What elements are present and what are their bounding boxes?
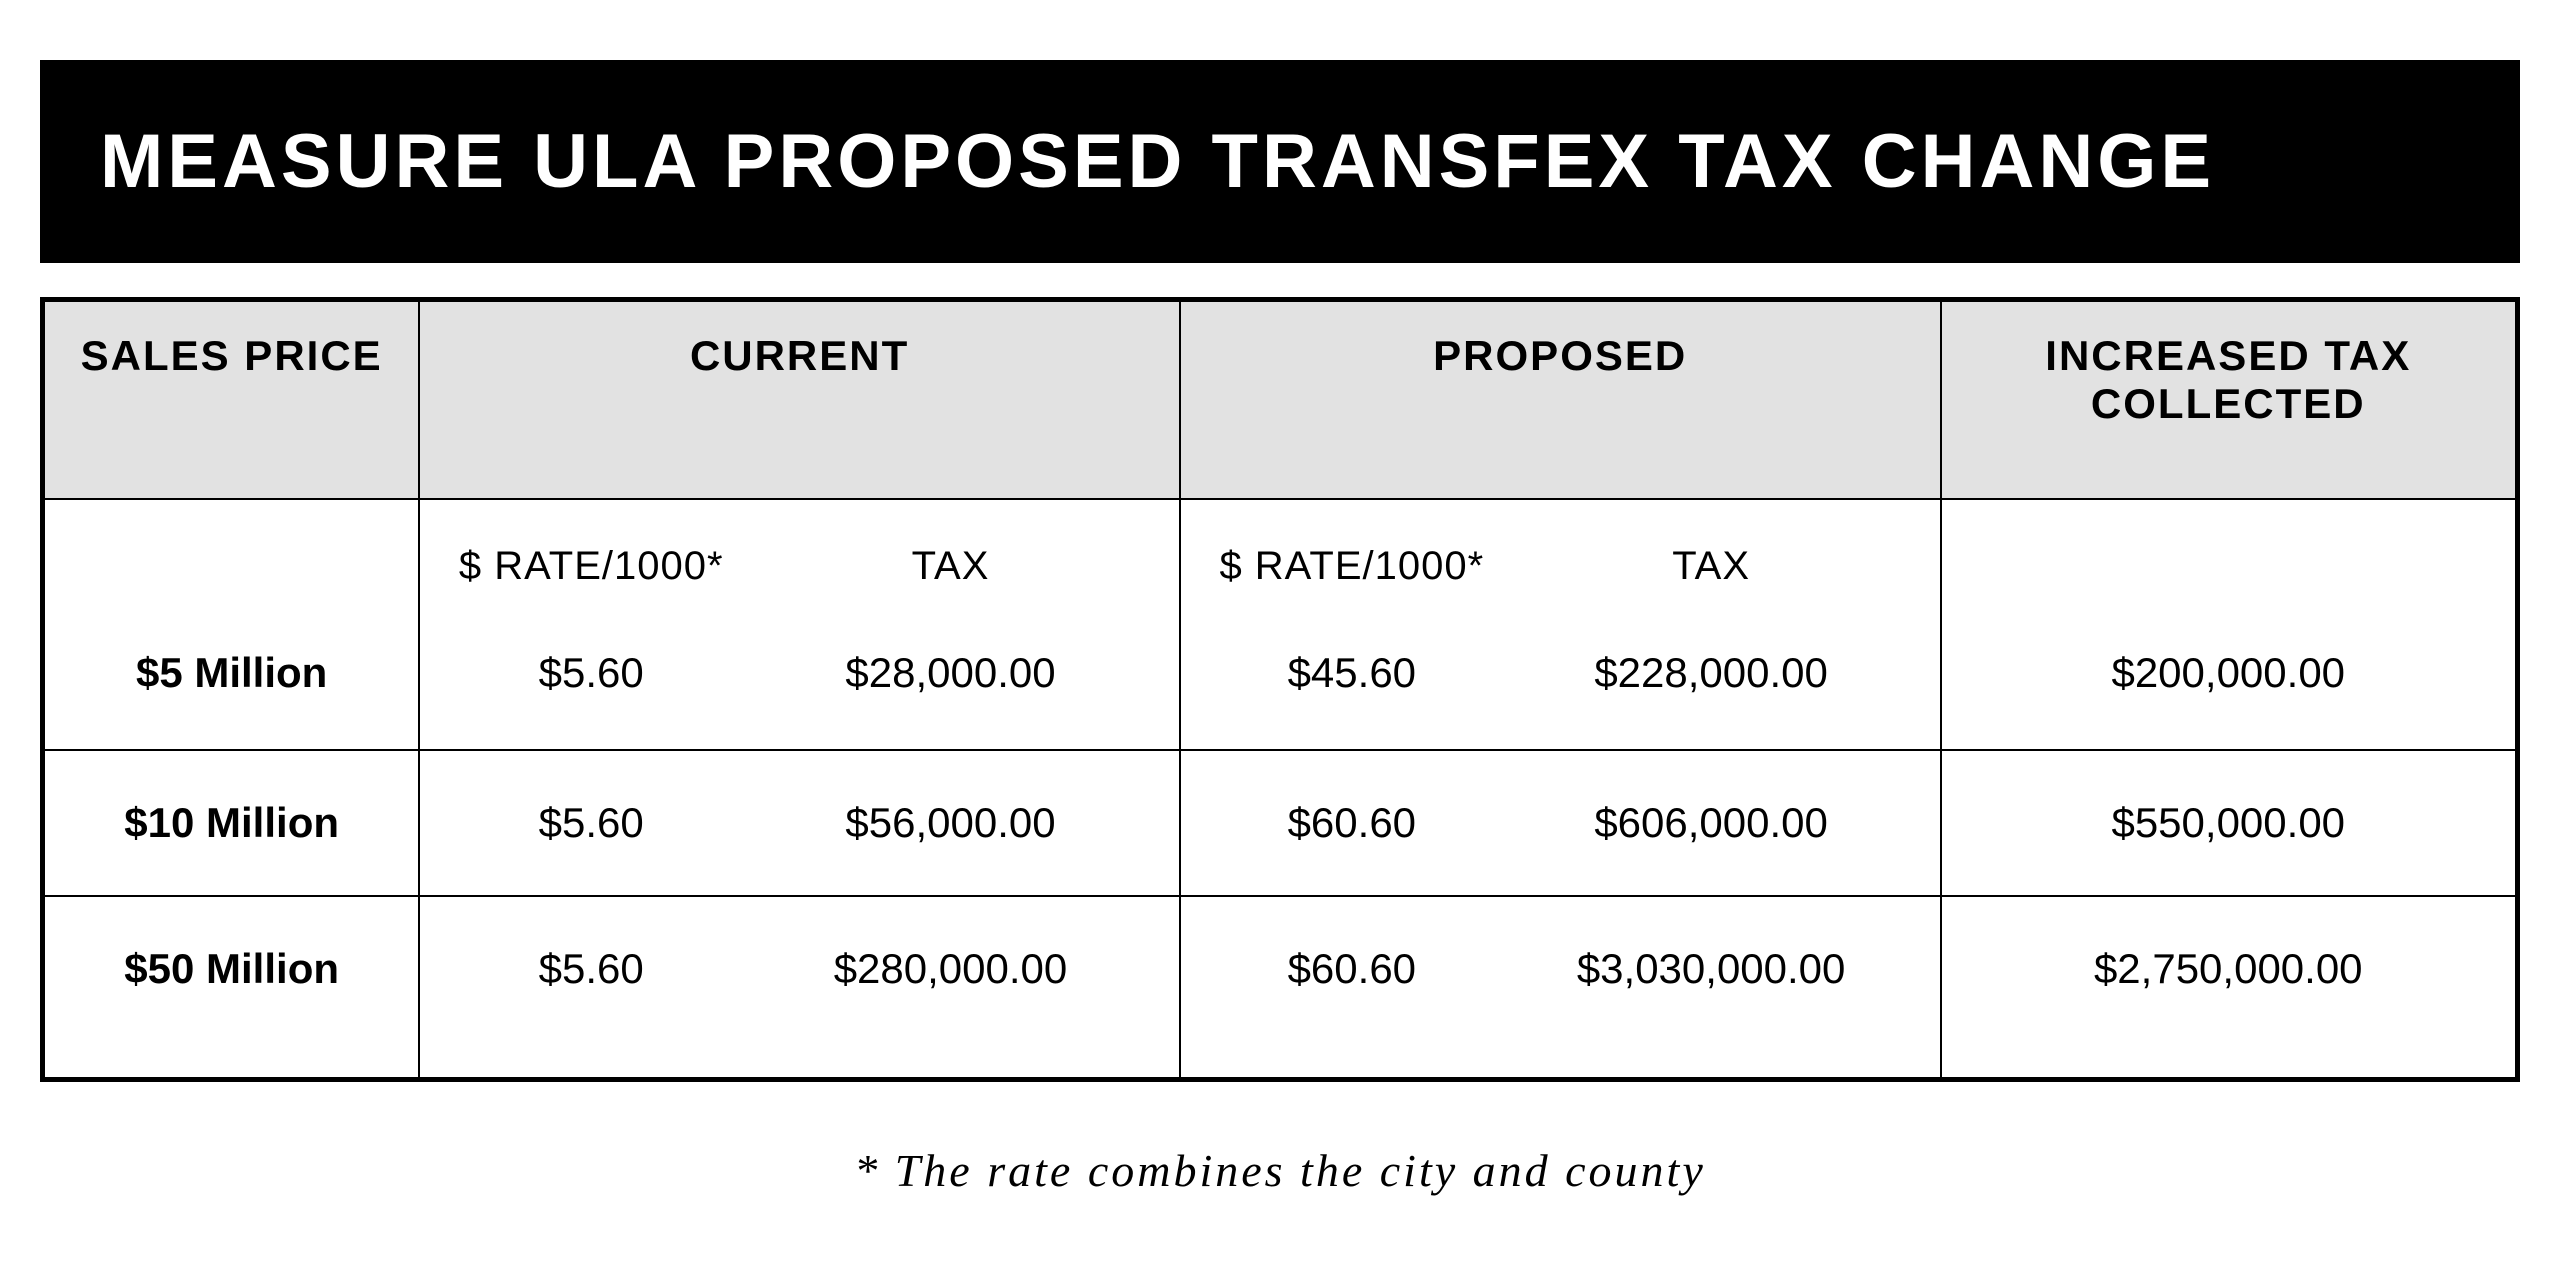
cell-current: $5.60 $28,000.00 bbox=[419, 625, 1180, 750]
subheader-proposed-rate: $ RATE/1000* bbox=[1201, 544, 1503, 589]
cell-sales-price: $50 Million bbox=[44, 896, 419, 1078]
subheader-proposed-tax: TAX bbox=[1503, 544, 1920, 589]
cell-proposed: $45.60 $228,000.00 bbox=[1180, 625, 1941, 750]
cell-current-tax: $280,000.00 bbox=[742, 945, 1159, 993]
tax-table-container: SALES PRICE CURRENT PROPOSED INCREASED T… bbox=[40, 297, 2520, 1082]
table-header-row: SALES PRICE CURRENT PROPOSED INCREASED T… bbox=[44, 301, 2516, 499]
subheader-current-rate: $ RATE/1000* bbox=[440, 544, 742, 589]
cell-current-tax: $56,000.00 bbox=[742, 799, 1159, 847]
empty-cell bbox=[44, 499, 419, 625]
empty-cell bbox=[1941, 499, 2516, 625]
cell-proposed-rate: $60.60 bbox=[1201, 799, 1503, 847]
col-header-increased: INCREASED TAX COLLECTED bbox=[1941, 301, 2516, 499]
footnote: * The rate combines the city and county bbox=[40, 1144, 2520, 1197]
cell-current-rate: $5.60 bbox=[440, 945, 742, 993]
title-bar: MEASURE ULA PROPOSED TRANSFEX TAX CHANGE bbox=[40, 60, 2520, 263]
cell-increased: $550,000.00 bbox=[1941, 750, 2516, 896]
cell-sales-price: $10 Million bbox=[44, 750, 419, 896]
table-row: $5 Million $5.60 $28,000.00 $45.60 $228,… bbox=[44, 625, 2516, 750]
cell-current-rate: $5.60 bbox=[440, 649, 742, 697]
cell-current-rate: $5.60 bbox=[440, 799, 742, 847]
table-row: $10 Million $5.60 $56,000.00 $60.60 $606… bbox=[44, 750, 2516, 896]
col-header-current: CURRENT bbox=[419, 301, 1180, 499]
cell-proposed-tax: $3,030,000.00 bbox=[1503, 945, 1920, 993]
cell-proposed: $60.60 $3,030,000.00 bbox=[1180, 896, 1941, 1078]
col-header-proposed: PROPOSED bbox=[1180, 301, 1941, 499]
cell-sales-price: $5 Million bbox=[44, 625, 419, 750]
cell-proposed: $60.60 $606,000.00 bbox=[1180, 750, 1941, 896]
cell-proposed-rate: $45.60 bbox=[1201, 649, 1503, 697]
table-row: $50 Million $5.60 $280,000.00 $60.60 $3,… bbox=[44, 896, 2516, 1078]
cell-current: $5.60 $56,000.00 bbox=[419, 750, 1180, 896]
cell-increased: $200,000.00 bbox=[1941, 625, 2516, 750]
current-subheaders: $ RATE/1000* TAX bbox=[419, 499, 1180, 625]
col-header-sales-price: SALES PRICE bbox=[44, 301, 419, 499]
cell-current-tax: $28,000.00 bbox=[742, 649, 1159, 697]
cell-current: $5.60 $280,000.00 bbox=[419, 896, 1180, 1078]
cell-proposed-tax: $606,000.00 bbox=[1503, 799, 1920, 847]
proposed-subheaders: $ RATE/1000* TAX bbox=[1180, 499, 1941, 625]
page-title: MEASURE ULA PROPOSED TRANSFEX TAX CHANGE bbox=[100, 119, 2215, 204]
cell-proposed-rate: $60.60 bbox=[1201, 945, 1503, 993]
cell-proposed-tax: $228,000.00 bbox=[1503, 649, 1920, 697]
table-subheader-row: $ RATE/1000* TAX $ RATE/1000* TAX bbox=[44, 499, 2516, 625]
cell-increased: $2,750,000.00 bbox=[1941, 896, 2516, 1078]
tax-table: SALES PRICE CURRENT PROPOSED INCREASED T… bbox=[43, 300, 2517, 1079]
subheader-current-tax: TAX bbox=[742, 544, 1159, 589]
